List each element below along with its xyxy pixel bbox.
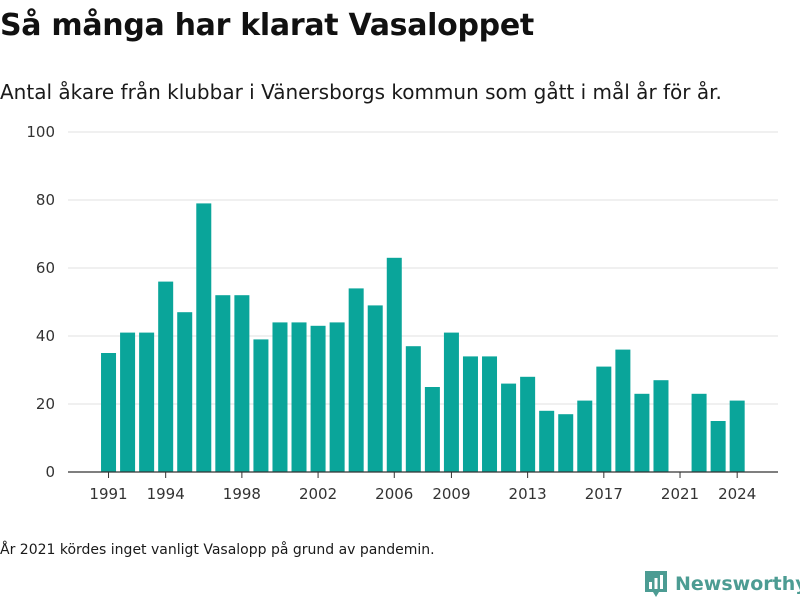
x-tick-label: 2017: [585, 485, 623, 503]
bar: [558, 414, 574, 472]
bar: [196, 203, 212, 472]
newsworthy-brand: Newsworthy: [644, 570, 800, 598]
x-tick-label: 2024: [718, 485, 756, 503]
bar: [139, 332, 155, 472]
bar: [310, 325, 326, 472]
bar-chart: 0 20 40 60 80 100 1991 1994 1998 2002 2006 2009 2013…: [26, 123, 778, 503]
bar: [329, 322, 345, 472]
bar: [215, 295, 231, 472]
brand-name: Newsworthy: [675, 573, 800, 595]
chart-subtitle: Antal åkare från klubbar i Vänersborgs k…: [0, 80, 722, 104]
y-tick-label: 80: [36, 191, 55, 209]
x-tick-label: 2006: [375, 485, 413, 503]
x-tick-label: 2021: [661, 485, 699, 503]
gridlines: [68, 131, 778, 405]
y-tick-label: 100: [26, 123, 55, 141]
bar: [462, 356, 478, 472]
x-tick-label: 2002: [299, 485, 337, 503]
bar: [158, 281, 174, 472]
bar: [272, 322, 288, 472]
bar: [386, 257, 402, 472]
bar: [577, 400, 593, 472]
y-tick-label: 20: [36, 395, 55, 413]
bar: [653, 380, 669, 472]
newsworthy-logo-icon: [645, 571, 667, 597]
x-tick-label: 2013: [509, 485, 547, 503]
x-tick-label: 2009: [432, 485, 470, 503]
bar: [101, 353, 117, 472]
x-tick-label: 1998: [223, 485, 261, 503]
bar: [291, 322, 307, 472]
bars: [101, 203, 745, 472]
tick-labels: 0 20 40 60 80 100 1991 1994 1998 2002 2006 2009 2013…: [26, 123, 756, 503]
bar: [539, 410, 555, 472]
bar: [691, 393, 707, 472]
bar: [710, 421, 726, 472]
bar: [348, 288, 364, 472]
bar: [482, 356, 498, 472]
bar: [405, 346, 421, 472]
bar: [615, 349, 631, 472]
bar: [177, 312, 193, 472]
bar: [120, 332, 136, 472]
y-tick-label: 0: [45, 463, 55, 481]
chart-title: Så många har klarat Vasaloppet: [0, 8, 534, 43]
bar: [367, 305, 383, 472]
y-tick-label: 40: [36, 327, 55, 345]
bar: [234, 295, 250, 472]
y-tick-label: 60: [36, 259, 55, 277]
bar: [520, 376, 536, 472]
bar: [424, 387, 440, 472]
x-axis: [68, 471, 778, 478]
bar: [729, 400, 745, 472]
bar: [443, 332, 459, 472]
bar: [596, 366, 612, 472]
bar: [253, 339, 269, 472]
bar: [634, 393, 650, 472]
bar: [501, 383, 517, 472]
x-tick-label: 1991: [89, 485, 127, 503]
x-tick-label: 1994: [147, 485, 185, 503]
footnote: År 2021 kördes inget vanligt Vasalopp på…: [0, 542, 435, 558]
